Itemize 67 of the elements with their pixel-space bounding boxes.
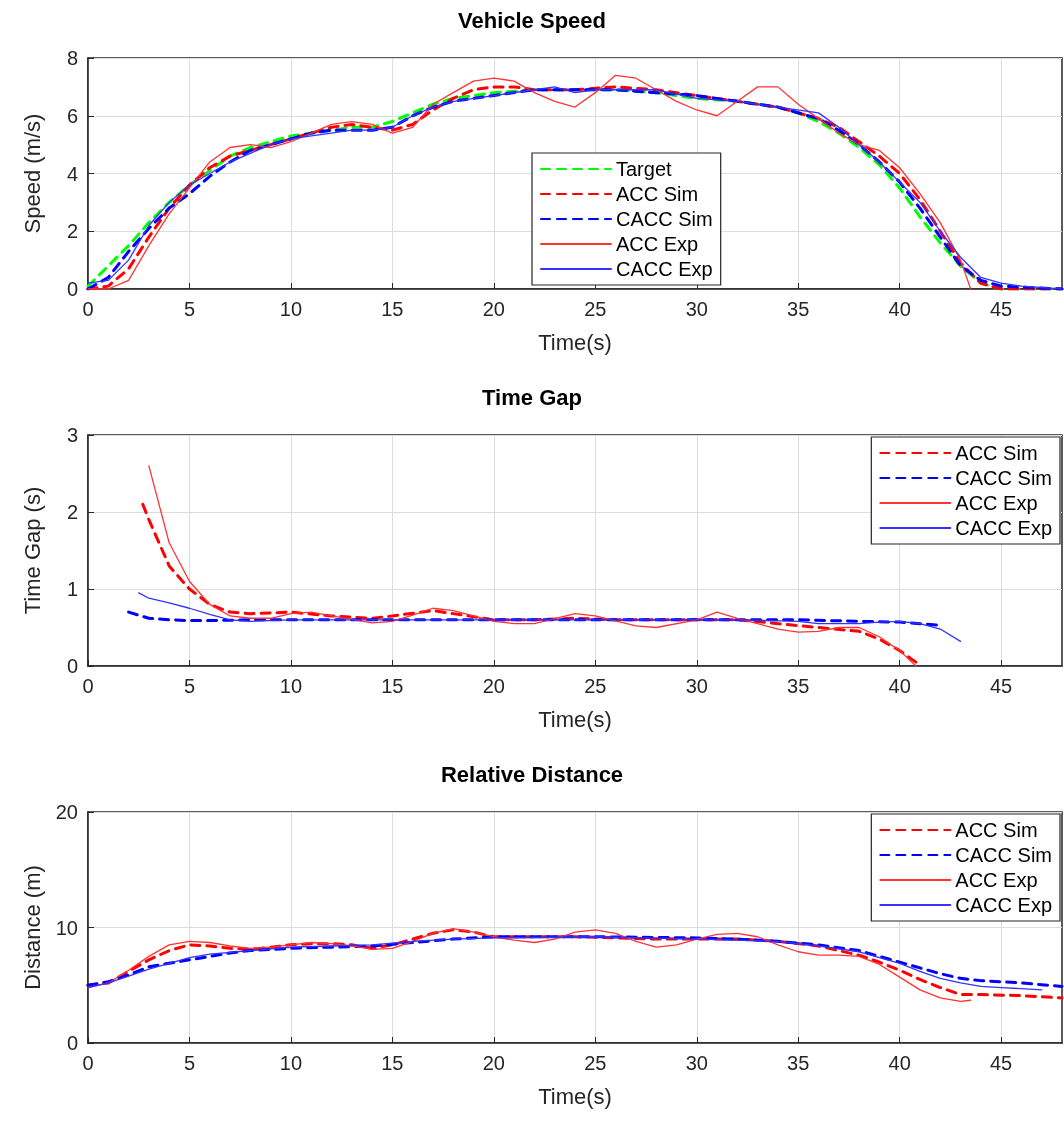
y-axis-title: Distance (m) bbox=[19, 865, 45, 990]
x-axis-title: Time(s) bbox=[538, 1083, 612, 1109]
legend-label: ACC Exp bbox=[955, 492, 1038, 514]
y-tick-label: 6 bbox=[66, 104, 78, 127]
x-tick-label: 10 bbox=[279, 1052, 303, 1074]
x-tick-label: 35 bbox=[787, 298, 810, 320]
x-tick-label: 15 bbox=[381, 1052, 404, 1074]
y-tick-label: 0 bbox=[66, 655, 78, 677]
x-tick-label: 45 bbox=[990, 1052, 1013, 1074]
x-tick-label: 20 bbox=[482, 1052, 505, 1074]
legend-label: CACC Exp bbox=[955, 894, 1053, 916]
legend-label: CACC Sim bbox=[955, 844, 1052, 866]
y-tick-label: 2 bbox=[66, 501, 78, 523]
x-tick-label: 35 bbox=[787, 675, 810, 697]
legend-label: ACC Sim bbox=[955, 819, 1038, 841]
chart-title: Time Gap bbox=[482, 384, 582, 410]
x-tick-label: 15 bbox=[381, 298, 404, 320]
x-tick-label: 40 bbox=[888, 298, 911, 320]
x-tick-label: 40 bbox=[888, 675, 911, 697]
x-tick-label: 5 bbox=[183, 675, 196, 697]
y-tick-label: 10 bbox=[55, 916, 78, 939]
x-tick-label: 5 bbox=[183, 298, 196, 320]
legend-label: CACC Exp bbox=[955, 517, 1053, 539]
x-tick-label: 30 bbox=[685, 675, 708, 697]
x-tick-label: 25 bbox=[584, 675, 607, 697]
chart-title: Relative Distance bbox=[440, 761, 624, 787]
x-tick-label: 40 bbox=[888, 1052, 911, 1074]
y-tick-label: 8 bbox=[66, 47, 78, 69]
legend-label: ACC Sim bbox=[616, 183, 699, 205]
x-tick-label: 10 bbox=[279, 298, 303, 320]
line-series bbox=[138, 592, 962, 643]
x-tick-label: 25 bbox=[584, 298, 607, 320]
y-tick-label: 1 bbox=[66, 578, 78, 600]
x-axis-title: Time(s) bbox=[538, 706, 612, 732]
y-tick-label: 0 bbox=[66, 278, 78, 300]
legend-label: CACC Sim bbox=[616, 208, 713, 230]
x-tick-label: 45 bbox=[990, 675, 1013, 697]
legend-label: CACC Exp bbox=[616, 258, 713, 280]
x-tick-label: 35 bbox=[787, 1052, 810, 1074]
x-tick-label: 0 bbox=[82, 1052, 94, 1074]
legend-label: CACC Sim bbox=[955, 467, 1052, 489]
x-tick-label: 25 bbox=[584, 1052, 607, 1074]
y-tick-label: 4 bbox=[66, 162, 78, 185]
y-axis-title: Time Gap (s) bbox=[19, 486, 45, 615]
line-series bbox=[148, 465, 917, 667]
x-tick-label: 10 bbox=[279, 675, 303, 697]
chart-title: Vehicle Speed bbox=[458, 7, 606, 33]
y-tick-label: 2 bbox=[66, 220, 78, 243]
x-tick-label: 45 bbox=[990, 298, 1013, 320]
x-tick-label: 0 bbox=[82, 298, 94, 320]
x-tick-label: 30 bbox=[685, 298, 708, 320]
x-tick-label: 0 bbox=[82, 675, 94, 697]
legend-label: ACC Exp bbox=[955, 869, 1038, 891]
legend-label: ACC Exp bbox=[616, 233, 699, 255]
x-tick-label: 15 bbox=[381, 675, 404, 697]
x-tick-label: 20 bbox=[482, 675, 505, 697]
x-axis-title: Time(s) bbox=[538, 329, 612, 355]
y-tick-label: 3 bbox=[66, 424, 78, 446]
y-tick-label: 20 bbox=[55, 801, 78, 823]
line-series bbox=[141, 502, 918, 664]
x-tick-label: 20 bbox=[482, 298, 505, 320]
x-tick-label: 5 bbox=[183, 1052, 196, 1074]
x-tick-label: 30 bbox=[685, 1052, 708, 1074]
legend-label: ACC Sim bbox=[955, 442, 1038, 464]
legend-label: Target bbox=[616, 158, 673, 180]
y-axis-title: Speed (m/s) bbox=[19, 113, 45, 234]
y-tick-label: 0 bbox=[66, 1032, 78, 1054]
